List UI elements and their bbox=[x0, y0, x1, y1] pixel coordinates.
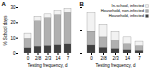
svg-text:% School days: % School days bbox=[3, 15, 8, 46]
svg-text:14: 14 bbox=[55, 56, 61, 61]
svg-text:In-school, infected: In-school, infected bbox=[111, 3, 144, 9]
svg-text:2/3: 2/3 bbox=[45, 56, 52, 61]
svg-text:7: 7 bbox=[138, 56, 141, 61]
svg-text:30: 30 bbox=[10, 5, 16, 10]
svg-text:0: 0 bbox=[13, 51, 16, 56]
svg-text:A: A bbox=[2, 1, 7, 7]
svg-text:2/3: 2/3 bbox=[112, 56, 119, 61]
svg-text:Household, non-infected: Household, non-infected bbox=[100, 8, 144, 14]
svg-text:20: 20 bbox=[10, 20, 16, 25]
svg-text:0: 0 bbox=[90, 56, 93, 61]
svg-text:B: B bbox=[80, 1, 85, 7]
svg-text:7: 7 bbox=[67, 56, 70, 61]
svg-text:2/8: 2/8 bbox=[35, 56, 42, 61]
svg-text:Testing frequency, d: Testing frequency, d bbox=[96, 63, 136, 68]
svg-text:Household, infected: Household, infected bbox=[109, 13, 144, 18]
svg-text:10: 10 bbox=[10, 36, 16, 41]
svg-text:0: 0 bbox=[27, 56, 30, 61]
svg-text:Testing frequency, d: Testing frequency, d bbox=[28, 63, 68, 68]
svg-text:14: 14 bbox=[125, 56, 131, 61]
svg-text:2/8: 2/8 bbox=[100, 56, 107, 61]
